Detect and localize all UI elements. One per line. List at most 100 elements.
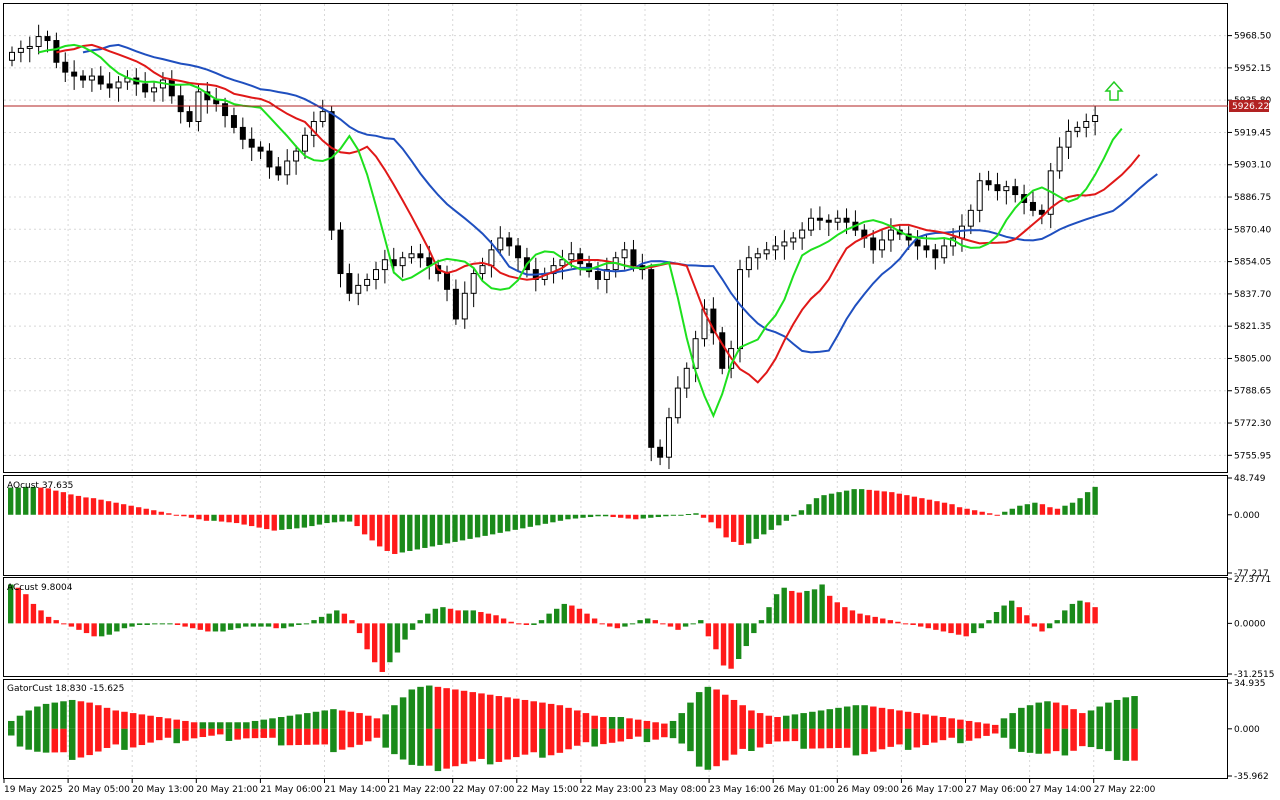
main-price-panel[interactable]: [9, 24, 1158, 470]
gator-upper-bar: [861, 705, 868, 729]
time-axis-label: 21 May 22:00: [389, 785, 451, 795]
gator-upper-bar: [661, 723, 668, 729]
histogram-bar: [986, 620, 992, 624]
ac-panel-frame: [3, 577, 1228, 677]
gator-lower-bar: [861, 728, 868, 755]
histogram-bar: [409, 623, 416, 630]
gator-upper-bar: [408, 689, 416, 729]
histogram-bar: [220, 623, 226, 632]
current-price-label: 5926.22: [1232, 102, 1269, 112]
histogram-bar: [904, 495, 910, 515]
candle-body: [1003, 186, 1010, 192]
gator-upper-bar: [34, 706, 41, 729]
gator-upper-bar: [652, 722, 659, 729]
gator-lower-bar: [16, 728, 24, 747]
histogram-bar: [8, 487, 14, 515]
gator-upper-bar: [704, 686, 712, 729]
candle-body: [737, 269, 743, 350]
histogram-bar: [303, 623, 310, 625]
histogram-bar: [766, 607, 772, 624]
gator-upper-bar: [504, 697, 511, 729]
histogram-bar: [1077, 498, 1083, 515]
gator-upper-bar: [338, 710, 346, 729]
gator-lower-bar: [730, 728, 738, 755]
histogram-bar: [152, 623, 158, 625]
histogram-bar: [61, 623, 67, 625]
histogram-bar: [485, 613, 492, 624]
histogram-bar: [188, 514, 195, 518]
gator-axis-label: 0.000: [1234, 725, 1260, 735]
gator-upper-bar: [843, 706, 851, 729]
histogram-bar: [629, 623, 636, 625]
histogram-bar: [776, 514, 782, 526]
histogram-bar: [38, 610, 44, 624]
candle-body: [88, 75, 95, 81]
gator-lower-bar: [1009, 728, 1016, 749]
gator-lower-bar: [173, 728, 180, 744]
gator-upper-bar: [356, 713, 363, 729]
gator-upper-bar: [399, 697, 407, 729]
histogram-bar: [804, 590, 810, 624]
histogram-bar: [1069, 603, 1076, 624]
histogram-bar: [53, 490, 59, 515]
indicator-axis-label: 27.3771: [1234, 575, 1271, 585]
gator-upper-bar: [68, 699, 76, 729]
histogram-bar: [23, 594, 29, 624]
gator-lower-bar: [643, 728, 651, 743]
histogram-bar: [407, 514, 413, 551]
axes-layer: 5968.505952.155935.805919.455903.105886.…: [3, 32, 1274, 795]
gator-upper-bar: [60, 701, 67, 729]
histogram-bar: [505, 514, 511, 532]
histogram-bar: [356, 623, 363, 634]
histogram-bar: [1054, 620, 1060, 624]
gator-lower-bar: [277, 728, 285, 746]
gator-lower-bar: [591, 728, 598, 747]
histogram-bar: [821, 495, 827, 515]
gator-lower-bar: [843, 728, 851, 748]
candle-body: [1056, 146, 1063, 172]
gator-lower-bar: [452, 728, 459, 767]
histogram-bar: [700, 514, 707, 518]
gator-lower-bar: [1122, 728, 1130, 761]
histogram-bar: [1017, 505, 1023, 515]
teeth-line: [56, 43, 1141, 384]
gator-lower-bar: [870, 728, 877, 752]
gator-lower-bar: [669, 728, 677, 739]
gator-lower-bar: [60, 728, 67, 753]
histogram-bar: [1031, 623, 1038, 627]
candle-body: [1012, 186, 1019, 196]
gator-upper-bar: [574, 710, 581, 729]
gator-upper-bar: [434, 686, 442, 729]
gator-upper-bar: [234, 722, 241, 729]
histogram-bar: [663, 514, 669, 517]
candle-body: [177, 95, 184, 113]
price-axis-label: 5968.50: [1234, 32, 1271, 42]
gator-upper-bar: [547, 703, 555, 729]
gator-lower-bar: [722, 728, 729, 761]
indicator-panels[interactable]: [8, 486, 1138, 772]
histogram-bar: [851, 489, 857, 515]
candle-body: [470, 273, 477, 294]
histogram-bar: [678, 514, 684, 516]
gator-lower-bar: [704, 728, 712, 770]
gator-upper-bar: [295, 714, 302, 729]
histogram-bar: [614, 623, 621, 629]
gator-upper-bar: [1131, 696, 1138, 729]
candle-body: [1074, 126, 1081, 132]
gator-upper-bar: [208, 722, 215, 729]
gator-upper-bar: [147, 715, 154, 729]
price-axis-label: 5821.35: [1234, 322, 1271, 332]
histogram-bar: [339, 514, 345, 522]
histogram-bar: [591, 618, 598, 624]
up-arrow-icon: [1104, 80, 1124, 101]
histogram-bar: [955, 623, 962, 635]
candle-body: [710, 308, 717, 334]
gator-upper-bar: [730, 699, 738, 729]
time-axis-label: 22 May 23:00: [581, 785, 643, 795]
gator-upper-bar: [513, 698, 520, 729]
price-axis-label: 5772.30: [1234, 419, 1271, 429]
histogram-bar: [730, 514, 737, 542]
gator-lower-bar: [1000, 728, 1008, 738]
gator-lower-bar: [756, 728, 764, 748]
gator-upper-bar: [1105, 702, 1112, 729]
